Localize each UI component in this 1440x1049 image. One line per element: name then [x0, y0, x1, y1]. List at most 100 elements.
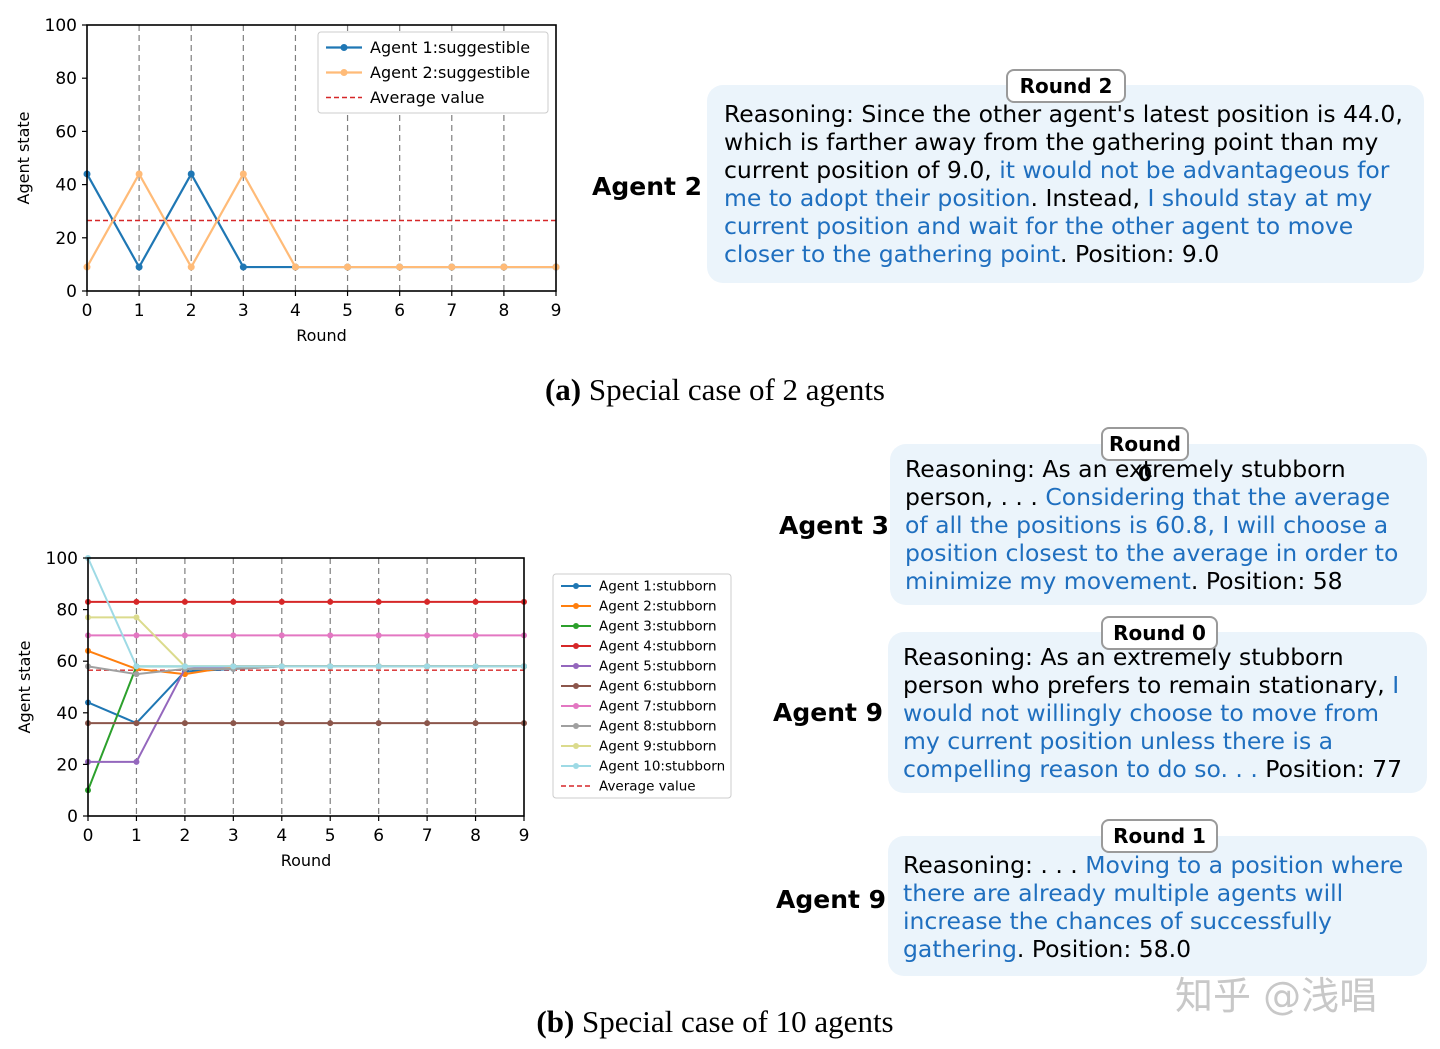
chart-a-point-s2-r3 [239, 170, 247, 178]
chart-a-xtick-label-8: 8 [498, 301, 509, 321]
caption-a-text: Special case of 2 agents [581, 372, 885, 407]
chart-b-point-s10-r7 [424, 663, 431, 670]
chart-b-frame [87, 557, 525, 817]
chart-b-point-s4-r6 [375, 598, 382, 605]
chart-b-xtick-label-2: 2 [179, 826, 190, 846]
chart-b-legend-label-8: Agent 8:stubborn [599, 719, 717, 735]
chart-b-ytick-label-100: 100 [46, 549, 78, 569]
chart-b-legend-label-1: Agent 1:stubborn [599, 579, 717, 595]
chart-b-legend-marker-2 [573, 603, 579, 609]
chart-b-xtick-label-0: 0 [83, 826, 94, 846]
chart-b-legend-marker-5 [573, 663, 579, 669]
panel-1-round-badge: Round 0 [1101, 427, 1189, 486]
chart-b-point-s7-r5 [327, 632, 334, 639]
chart-b-ytick-label-20: 20 [56, 755, 78, 775]
chart-a-point-s1-r3 [239, 263, 247, 271]
chart-a-legend-label-average: Average value [370, 88, 485, 107]
caption-b-text: Special case of 10 agents [574, 1004, 894, 1039]
panel-2-seg-2: Position: 77 [1257, 755, 1403, 783]
chart-b-legend-label-average: Average value [599, 779, 696, 795]
chart-b-legend-label-4: Agent 4:stubborn [599, 639, 717, 655]
chart-a-ytick-label-80: 80 [55, 69, 77, 89]
chart-a-xtick-label-6: 6 [394, 301, 405, 321]
chart-b-legend-box [552, 573, 732, 799]
caption-b-label: (b) [536, 1004, 575, 1039]
caption-a-label: (a) [544, 372, 582, 407]
panel-3-round-badge: Round 1 [1101, 819, 1218, 853]
chart-a-ytick-label-0: 0 [66, 282, 77, 302]
chart-b-legend-marker-7 [573, 703, 579, 709]
panel-2-agent-label: Agent 9 [773, 698, 884, 727]
chart-b-ytick-label-60: 60 [56, 652, 78, 672]
chart-b-point-s10-r3 [230, 663, 237, 670]
chart-b-legend-marker-3 [573, 623, 579, 629]
panel-1-text: Reasoning: As an extremely stubborn pers… [905, 455, 1405, 595]
chart-b-legend-label-10: Agent 10:stubborn [599, 759, 725, 775]
chart-b-point-s4-r1 [133, 598, 140, 605]
chart-a-xtick-label-1: 1 [134, 301, 145, 321]
chart-b-point-s6-r2 [181, 720, 188, 727]
chart-b-point-s6-r5 [327, 720, 334, 727]
chart-a: 0 1 2 3 4 5 6 7 8 9 0 20 40 60 80 100 Round Agent state Ag… [14, 16, 562, 345]
chart-b-point-s4-r5 [327, 598, 334, 605]
chart-b-ytick-label-40: 40 [56, 704, 78, 724]
panel-3-seg-0: Reasoning: . . . [903, 851, 1086, 879]
chart-b-legend-marker-1 [573, 583, 579, 589]
chart-a-legend-label-2: Agent 2:suggestible [370, 63, 530, 82]
chart-b-point-s4-r7 [424, 598, 431, 605]
panel-2-seg-1: I would not willingly choose to move fro… [903, 671, 1400, 783]
chart-b-point-s10-r5 [327, 663, 334, 670]
chart-b-point-s7-r2 [181, 632, 188, 639]
chart-a-legend-marker-1 [340, 44, 348, 51]
panel-0-seg-3: I should stay at my current position and… [724, 184, 1373, 268]
chart-b-legend-label-9: Agent 9:stubborn [599, 739, 717, 755]
chart-b-point-s10-r1 [133, 663, 140, 670]
chart-a-ytick-label-40: 40 [55, 176, 77, 196]
chart-b-series-line-5 [88, 665, 524, 763]
chart-b-legend-marker-4 [573, 643, 579, 649]
panel-2-box [888, 632, 1427, 793]
chart-a-xtick-label-9: 9 [551, 301, 562, 321]
chart-b-point-s9-r1 [133, 614, 140, 621]
panel-3-agent-label: Agent 9 [776, 885, 887, 914]
chart-b-point-s7-r1 [133, 632, 140, 639]
chart-b-point-s7-r3 [230, 632, 237, 639]
chart-a-point-s1-r2 [187, 170, 195, 178]
chart-a-series-line-2 [86, 172, 556, 269]
chart-b-point-s5-r1 [133, 758, 140, 765]
chart-b-point-s6-r3 [230, 720, 237, 727]
chart-b-xtick-label-8: 8 [470, 826, 481, 846]
chart-b-xtick-label-3: 3 [228, 826, 239, 846]
chart-a-legend-box [317, 31, 549, 114]
chart-b-point-s7-r4 [278, 632, 285, 639]
chart-b-point-s10-r8 [472, 663, 479, 670]
chart-a-point-s2-r1 [135, 170, 143, 178]
panel-0-seg-1: it would not be advantageous for me to a… [724, 156, 1390, 212]
chart-b-point-s7-r6 [375, 632, 382, 639]
chart-a-xtick-label-3: 3 [238, 301, 249, 321]
chart-b-point-s7-r7 [424, 632, 431, 639]
chart-b-legend-marker-6 [573, 683, 579, 689]
chart-b-legend-label-6: Agent 6:stubborn [599, 679, 717, 695]
chart-b-point-s6-r7 [424, 720, 431, 727]
chart-b-series-line-9 [88, 616, 524, 668]
chart-b-legend-label-7: Agent 7:stubborn [599, 699, 717, 715]
panel-0-round-badge: Round 2 [1006, 69, 1126, 103]
panel-1-seg-1: Considering that the average of all the … [905, 483, 1399, 595]
chart-a-xtick-label-0: 0 [82, 301, 93, 321]
chart-a-point-s2-r4 [291, 263, 299, 271]
panel-3-seg-2: . Position: 58.0 [1016, 935, 1192, 963]
chart-b-legend-marker-8 [573, 723, 579, 729]
chart-a-ytick-label-60: 60 [55, 122, 77, 142]
panel-2-round-badge: Round 0 [1101, 616, 1218, 650]
chart-b-point-s10-r6 [375, 663, 382, 670]
chart-a-ytick-label-100: 100 [45, 16, 77, 36]
chart-a-frame [86, 24, 557, 292]
chart-b-xlabel: Round [281, 851, 332, 870]
panel-1-box [890, 444, 1427, 605]
panel-0-seg-4: . Position: 9.0 [1060, 240, 1220, 268]
chart-b-ytick-label-80: 80 [56, 601, 78, 621]
panel-0-box [707, 85, 1424, 283]
panel-0-seg-0: Reasoning: Since the other agent's lates… [724, 100, 1403, 184]
panel-1-seg-2: . Position: 58 [1190, 567, 1343, 595]
